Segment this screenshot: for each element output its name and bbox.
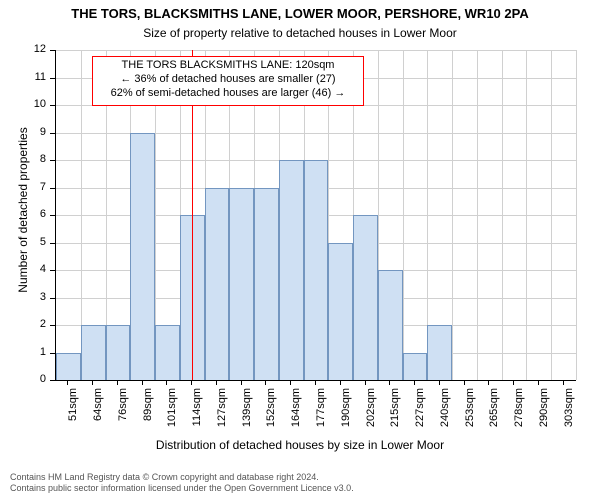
x-tick-mark bbox=[166, 380, 167, 385]
y-tick-mark bbox=[50, 270, 55, 271]
annotation-line: THE TORS BLACKSMITHS LANE: 120sqm bbox=[97, 59, 359, 73]
x-tick-mark bbox=[563, 380, 564, 385]
y-tick-label: 11 bbox=[0, 71, 46, 83]
histogram-bar bbox=[229, 188, 254, 381]
y-tick-mark bbox=[50, 380, 55, 381]
annotation-line: ← 36% of detached houses are smaller (27… bbox=[97, 73, 359, 87]
x-tick-mark bbox=[92, 380, 93, 385]
annotation-line: 62% of semi-detached houses are larger (… bbox=[97, 87, 359, 101]
y-tick-label: 1 bbox=[0, 346, 46, 358]
y-tick-label: 10 bbox=[0, 98, 46, 110]
gridline-v bbox=[452, 50, 453, 380]
histogram-bar bbox=[254, 188, 279, 381]
x-tick-mark bbox=[538, 380, 539, 385]
y-tick-label: 12 bbox=[0, 43, 46, 55]
gridline-v bbox=[551, 50, 552, 380]
histogram-bar bbox=[427, 325, 452, 380]
y-tick-mark bbox=[50, 325, 55, 326]
chart-subtitle: Size of property relative to detached ho… bbox=[0, 26, 600, 40]
x-tick-mark bbox=[117, 380, 118, 385]
histogram-bar bbox=[403, 353, 428, 381]
x-tick-mark bbox=[191, 380, 192, 385]
y-tick-label: 0 bbox=[0, 373, 46, 385]
gridline-v bbox=[526, 50, 527, 380]
gridline-v bbox=[576, 50, 577, 380]
gridline-v bbox=[477, 50, 478, 380]
y-tick-mark bbox=[50, 133, 55, 134]
histogram-bar bbox=[205, 188, 230, 381]
gridline-h bbox=[56, 50, 576, 51]
histogram-bar bbox=[328, 243, 353, 381]
y-tick-label: 2 bbox=[0, 318, 46, 330]
histogram-bar bbox=[81, 325, 106, 380]
attribution-footer: Contains HM Land Registry data © Crown c… bbox=[10, 472, 354, 495]
x-tick-mark bbox=[241, 380, 242, 385]
histogram-bar bbox=[353, 215, 378, 380]
y-tick-mark bbox=[50, 160, 55, 161]
y-tick-mark bbox=[50, 105, 55, 106]
x-tick-mark bbox=[488, 380, 489, 385]
x-axis-label: Distribution of detached houses by size … bbox=[0, 438, 600, 452]
y-axis-label: Number of detached properties bbox=[16, 110, 30, 310]
y-tick-mark bbox=[50, 298, 55, 299]
x-tick-mark bbox=[290, 380, 291, 385]
gridline-v bbox=[403, 50, 404, 380]
chart-title: THE TORS, BLACKSMITHS LANE, LOWER MOOR, … bbox=[0, 6, 600, 21]
x-tick-mark bbox=[464, 380, 465, 385]
x-tick-mark bbox=[67, 380, 68, 385]
histogram-bar bbox=[378, 270, 403, 380]
x-tick-mark bbox=[265, 380, 266, 385]
y-tick-mark bbox=[50, 243, 55, 244]
x-tick-mark bbox=[216, 380, 217, 385]
x-tick-mark bbox=[315, 380, 316, 385]
footer-line: Contains HM Land Registry data © Crown c… bbox=[10, 472, 354, 483]
histogram-bar bbox=[155, 325, 180, 380]
footer-line: Contains public sector information licen… bbox=[10, 483, 354, 494]
x-tick-mark bbox=[389, 380, 390, 385]
histogram-bar bbox=[304, 160, 329, 380]
histogram-bar bbox=[130, 133, 155, 381]
histogram-bar bbox=[56, 353, 81, 381]
x-tick-mark bbox=[513, 380, 514, 385]
y-tick-mark bbox=[50, 215, 55, 216]
x-tick-mark bbox=[439, 380, 440, 385]
annotation-box: THE TORS BLACKSMITHS LANE: 120sqm← 36% o… bbox=[92, 56, 364, 106]
y-tick-mark bbox=[50, 50, 55, 51]
y-tick-mark bbox=[50, 78, 55, 79]
x-tick-mark bbox=[365, 380, 366, 385]
y-tick-mark bbox=[50, 188, 55, 189]
gridline-v bbox=[502, 50, 503, 380]
x-tick-mark bbox=[142, 380, 143, 385]
x-tick-mark bbox=[340, 380, 341, 385]
histogram-bar bbox=[279, 160, 304, 380]
x-tick-mark bbox=[414, 380, 415, 385]
y-tick-mark bbox=[50, 353, 55, 354]
histogram-bar bbox=[106, 325, 131, 380]
